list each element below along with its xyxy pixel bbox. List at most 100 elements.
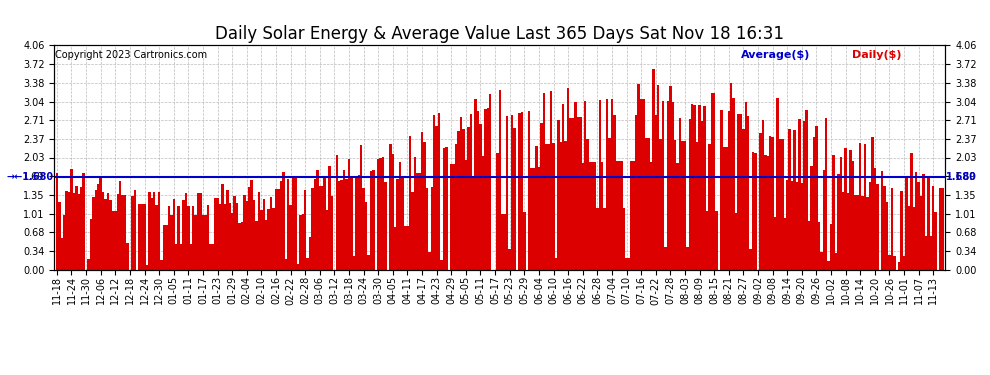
Bar [236,202,239,270]
Bar [182,200,185,270]
Bar [823,170,825,270]
Bar [109,200,112,270]
Bar [811,166,813,270]
Bar [433,115,436,270]
Bar [302,214,304,270]
Bar [489,94,491,270]
Bar [58,202,60,270]
Bar [80,187,82,270]
Bar [443,148,446,270]
Bar [840,158,842,270]
Bar [761,120,764,270]
Bar [935,211,937,270]
Bar [324,176,326,270]
Bar [326,210,329,270]
Bar [801,183,803,270]
Bar [631,161,633,270]
Bar [536,146,538,270]
Bar [95,190,97,270]
Bar [679,118,681,270]
Bar [150,198,153,270]
Bar [572,118,574,270]
Bar [347,159,350,270]
Bar [633,161,635,270]
Bar [207,205,209,270]
Bar [908,206,910,270]
Bar [194,215,197,270]
Bar [730,83,733,270]
Bar [693,105,696,270]
Bar [616,161,618,270]
Bar [307,258,309,270]
Bar [891,188,893,270]
Bar [319,186,321,270]
Text: →←1.680: →←1.680 [6,172,53,182]
Bar [289,205,292,270]
Bar [623,208,626,270]
Bar [104,199,107,270]
Bar [329,166,331,270]
Bar [275,189,277,270]
Bar [584,101,586,270]
Bar [175,244,177,270]
Bar [657,85,659,270]
Bar [99,177,102,270]
Bar [399,162,401,270]
Bar [735,213,738,270]
Bar [557,120,559,270]
Bar [343,170,346,270]
Bar [131,196,134,270]
Bar [925,236,928,270]
Bar [706,211,708,270]
Bar [886,202,888,270]
Bar [102,192,104,270]
Bar [781,140,783,270]
Bar [674,140,676,270]
Bar [406,226,409,270]
Bar [538,167,541,270]
Bar [932,186,935,270]
Bar [686,247,689,270]
Bar [107,193,109,270]
Bar [277,189,279,270]
Bar [477,111,479,270]
Bar [506,116,509,270]
Bar [833,155,835,270]
Bar [518,113,521,270]
Bar [521,112,523,270]
Bar [594,162,596,270]
Bar [554,258,557,270]
Bar [581,163,584,270]
Bar [738,114,740,270]
Bar [165,225,167,270]
Bar [766,156,769,270]
Bar [576,117,579,270]
Bar [733,98,735,270]
Bar [854,195,856,270]
Bar [915,172,918,270]
Bar [170,216,172,270]
Bar [644,138,647,270]
Bar [209,244,212,270]
Bar [496,153,499,270]
Bar [401,177,404,270]
Bar [321,186,324,270]
Bar [698,105,701,270]
Bar [65,191,68,270]
Bar [462,129,464,270]
Bar [604,208,606,270]
Bar [873,168,876,270]
Bar [559,142,562,270]
Bar [160,260,162,270]
Bar [803,121,806,270]
Bar [793,130,796,270]
Bar [621,161,623,270]
Bar [158,192,160,270]
Bar [167,206,170,270]
Text: 1.680: 1.680 [946,172,977,182]
Bar [279,180,282,270]
Bar [346,178,347,270]
Bar [257,192,260,270]
Bar [246,201,248,270]
Bar [888,255,891,270]
